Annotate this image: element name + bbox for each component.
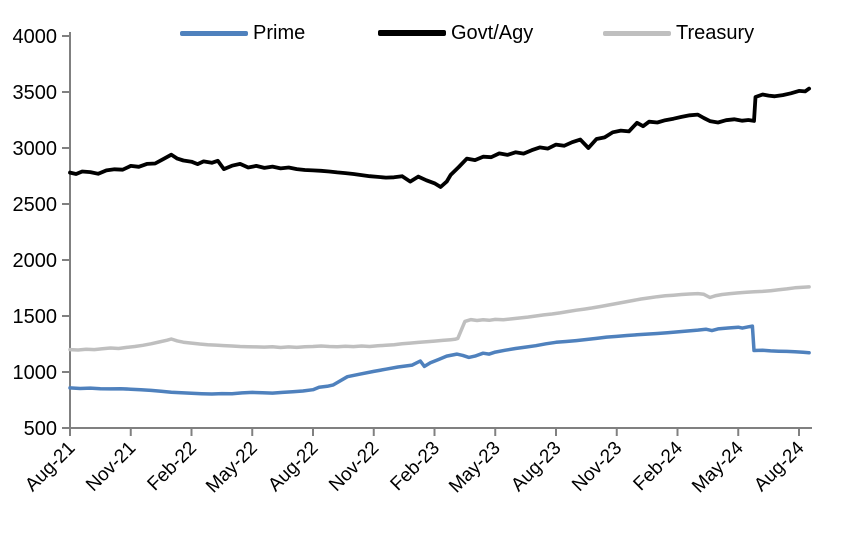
legend-item-prime[interactable]: Prime <box>180 21 305 45</box>
treasury-line <box>68 285 811 352</box>
x-axis-label: May-22 <box>202 438 262 498</box>
x-axis-label: Feb-24 <box>630 437 688 495</box>
legend-label-treasury: Treasury <box>676 22 755 44</box>
y-axis-label: 3000 <box>13 138 58 160</box>
y-axis-label: 4000 <box>13 26 58 48</box>
legend-label-govt-agy: Govt/Agy <box>451 22 534 44</box>
legend-item-treasury[interactable]: Treasury <box>603 21 754 45</box>
x-axis-label: May-23 <box>445 438 505 498</box>
y-axis-label: 3500 <box>13 82 58 104</box>
x-axis-label: Feb-23 <box>387 438 444 495</box>
prime-line <box>68 324 811 396</box>
x-axis-label: Nov-23 <box>568 438 626 496</box>
y-axis-label: 1000 <box>13 362 58 384</box>
legend-label-prime: Prime <box>253 22 306 44</box>
y-axis-label: 1500 <box>13 306 58 328</box>
x-axis-label: Feb-22 <box>144 438 201 495</box>
x-axis-label: Nov-22 <box>325 438 383 496</box>
y-axis-label: 500 <box>24 418 57 440</box>
x-axis-label: Nov-21 <box>82 438 140 496</box>
y-axis-label: 2000 <box>13 250 58 272</box>
x-axis-label: Aug-22 <box>264 438 322 496</box>
x-axis-label: May-24 <box>688 437 748 497</box>
y-axis-label: 2500 <box>13 194 58 216</box>
x-axis-label: Aug-23 <box>507 438 565 496</box>
legend-item-govt-agy[interactable]: Govt/Agy <box>378 21 533 45</box>
x-axis-label: Aug-21 <box>21 438 79 496</box>
x-axis-label: Aug-24 <box>750 437 808 495</box>
treasury-line-swatch <box>603 30 671 36</box>
govt-agy-line-swatch <box>378 30 446 36</box>
prime-line-swatch <box>180 30 248 36</box>
govt-agy-line <box>68 86 811 189</box>
legend: Prime Govt/Agy Treasury <box>0 21 852 45</box>
